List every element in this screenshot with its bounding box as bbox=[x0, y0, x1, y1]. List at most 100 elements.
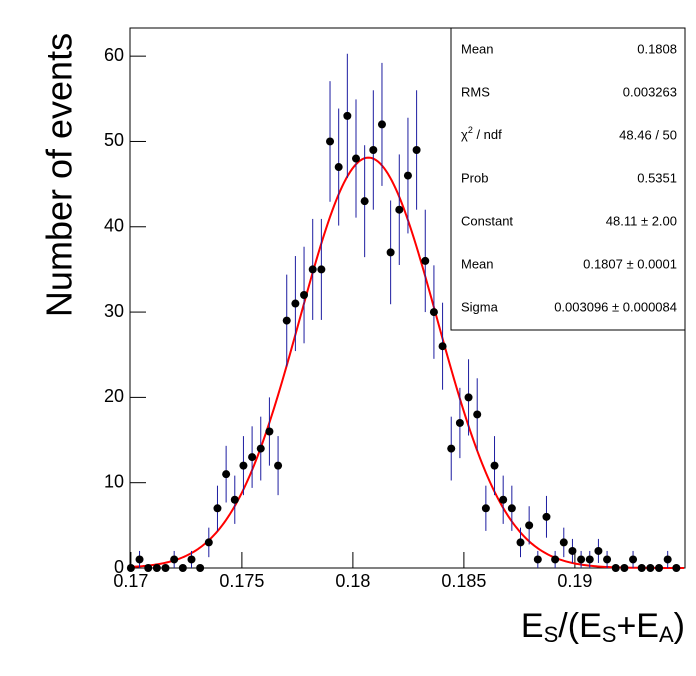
data-point bbox=[126, 564, 135, 572]
data-point bbox=[291, 299, 300, 308]
data-point bbox=[568, 546, 577, 555]
stat-value: 0.003096 ± 0.000084 bbox=[554, 299, 677, 314]
x-label-subscript: A bbox=[659, 622, 674, 647]
data-point bbox=[360, 197, 369, 206]
x-tick-label: 0.19 bbox=[557, 571, 592, 591]
stat-label: Mean bbox=[461, 256, 494, 271]
stat-value: 0.5351 bbox=[637, 170, 677, 185]
data-point bbox=[611, 564, 620, 572]
data-point bbox=[412, 145, 421, 154]
data-point bbox=[326, 137, 335, 146]
x-tick-label: 0.18 bbox=[335, 571, 370, 591]
data-point bbox=[585, 555, 594, 564]
data-point bbox=[473, 410, 482, 419]
data-point bbox=[170, 555, 179, 564]
stat-label: Sigma bbox=[461, 299, 499, 314]
x-axis-label: ES/(ES+EA) bbox=[521, 607, 685, 647]
data-point bbox=[317, 265, 326, 274]
x-tick-label: 0.185 bbox=[441, 571, 486, 591]
data-point bbox=[213, 504, 222, 513]
data-point bbox=[629, 555, 638, 564]
data-point bbox=[438, 342, 447, 351]
data-point bbox=[577, 555, 586, 564]
data-point bbox=[525, 521, 534, 530]
data-point bbox=[230, 495, 239, 504]
data-point bbox=[265, 427, 274, 436]
x-label-part: /(E bbox=[558, 607, 601, 645]
data-point bbox=[507, 504, 516, 513]
data-point bbox=[178, 564, 187, 572]
data-point bbox=[300, 291, 309, 300]
data-point bbox=[351, 154, 360, 163]
data-point bbox=[403, 171, 412, 180]
data-point bbox=[395, 205, 404, 214]
data-point bbox=[204, 538, 213, 547]
fit-curve bbox=[129, 156, 684, 569]
data-point bbox=[620, 564, 629, 572]
data-point bbox=[308, 265, 317, 274]
y-tick-label: 0 bbox=[114, 557, 124, 577]
data-point bbox=[646, 564, 655, 572]
data-point bbox=[239, 461, 248, 470]
stat-label: Prob bbox=[461, 170, 488, 185]
stats-box bbox=[450, 27, 686, 331]
data-point bbox=[594, 546, 603, 555]
stat-value: 0.1807 ± 0.0001 bbox=[583, 256, 677, 271]
y-axis-label: Number of events bbox=[39, 33, 80, 317]
data-point bbox=[377, 120, 386, 129]
data-point bbox=[334, 163, 343, 172]
stat-label: Mean bbox=[461, 41, 494, 56]
data-point bbox=[542, 512, 551, 521]
data-point bbox=[455, 418, 464, 427]
x-label-part: E bbox=[521, 607, 544, 645]
stat-label-part: χ bbox=[461, 127, 468, 142]
x-label-part: ) bbox=[674, 607, 685, 645]
data-point bbox=[196, 564, 205, 572]
data-point bbox=[248, 453, 257, 462]
data-point bbox=[533, 555, 542, 564]
x-label-subscript: S bbox=[602, 622, 617, 647]
y-tick-label: 40 bbox=[104, 216, 124, 236]
data-point bbox=[135, 555, 144, 564]
y-tick-label: 10 bbox=[104, 471, 124, 491]
data-point bbox=[551, 555, 560, 564]
y-tick-label: 20 bbox=[104, 386, 124, 406]
stat-value: 0.003263 bbox=[623, 84, 677, 99]
stat-label-superscript: 2 bbox=[468, 125, 473, 135]
y-tick-label: 50 bbox=[104, 130, 124, 150]
data-point bbox=[655, 564, 664, 572]
data-point bbox=[421, 256, 430, 265]
data-point bbox=[187, 555, 196, 564]
x-label-part: +E bbox=[616, 607, 659, 645]
stat-label: χ2 / ndf bbox=[461, 125, 502, 142]
data-point bbox=[672, 564, 681, 572]
data-point bbox=[447, 444, 456, 453]
stat-value: 48.46 / 50 bbox=[619, 127, 677, 142]
data-point bbox=[663, 555, 672, 564]
y-tick-label: 30 bbox=[104, 301, 124, 321]
data-point bbox=[637, 564, 646, 572]
stat-label: Constant bbox=[461, 213, 513, 228]
data-point bbox=[490, 461, 499, 470]
data-point bbox=[429, 308, 438, 317]
data-point bbox=[343, 111, 352, 120]
data-point bbox=[161, 564, 170, 572]
x-tick-label: 0.17 bbox=[113, 571, 148, 591]
data-point bbox=[144, 564, 153, 572]
data-point bbox=[386, 248, 395, 257]
data-point bbox=[559, 538, 568, 547]
stat-label: RMS bbox=[461, 84, 490, 99]
data-point bbox=[152, 564, 161, 572]
data-point bbox=[274, 461, 283, 470]
y-tick-label: 60 bbox=[104, 45, 124, 65]
data-point bbox=[222, 470, 231, 479]
stat-label-part: / ndf bbox=[473, 127, 502, 142]
stat-value: 0.1808 bbox=[637, 41, 677, 56]
x-label-subscript: S bbox=[544, 622, 559, 647]
stat-value: 48.11 ± 2.00 bbox=[606, 213, 677, 228]
x-tick-label: 0.175 bbox=[219, 571, 264, 591]
data-point bbox=[499, 495, 508, 504]
data-point bbox=[516, 538, 525, 547]
data-point bbox=[481, 504, 490, 513]
